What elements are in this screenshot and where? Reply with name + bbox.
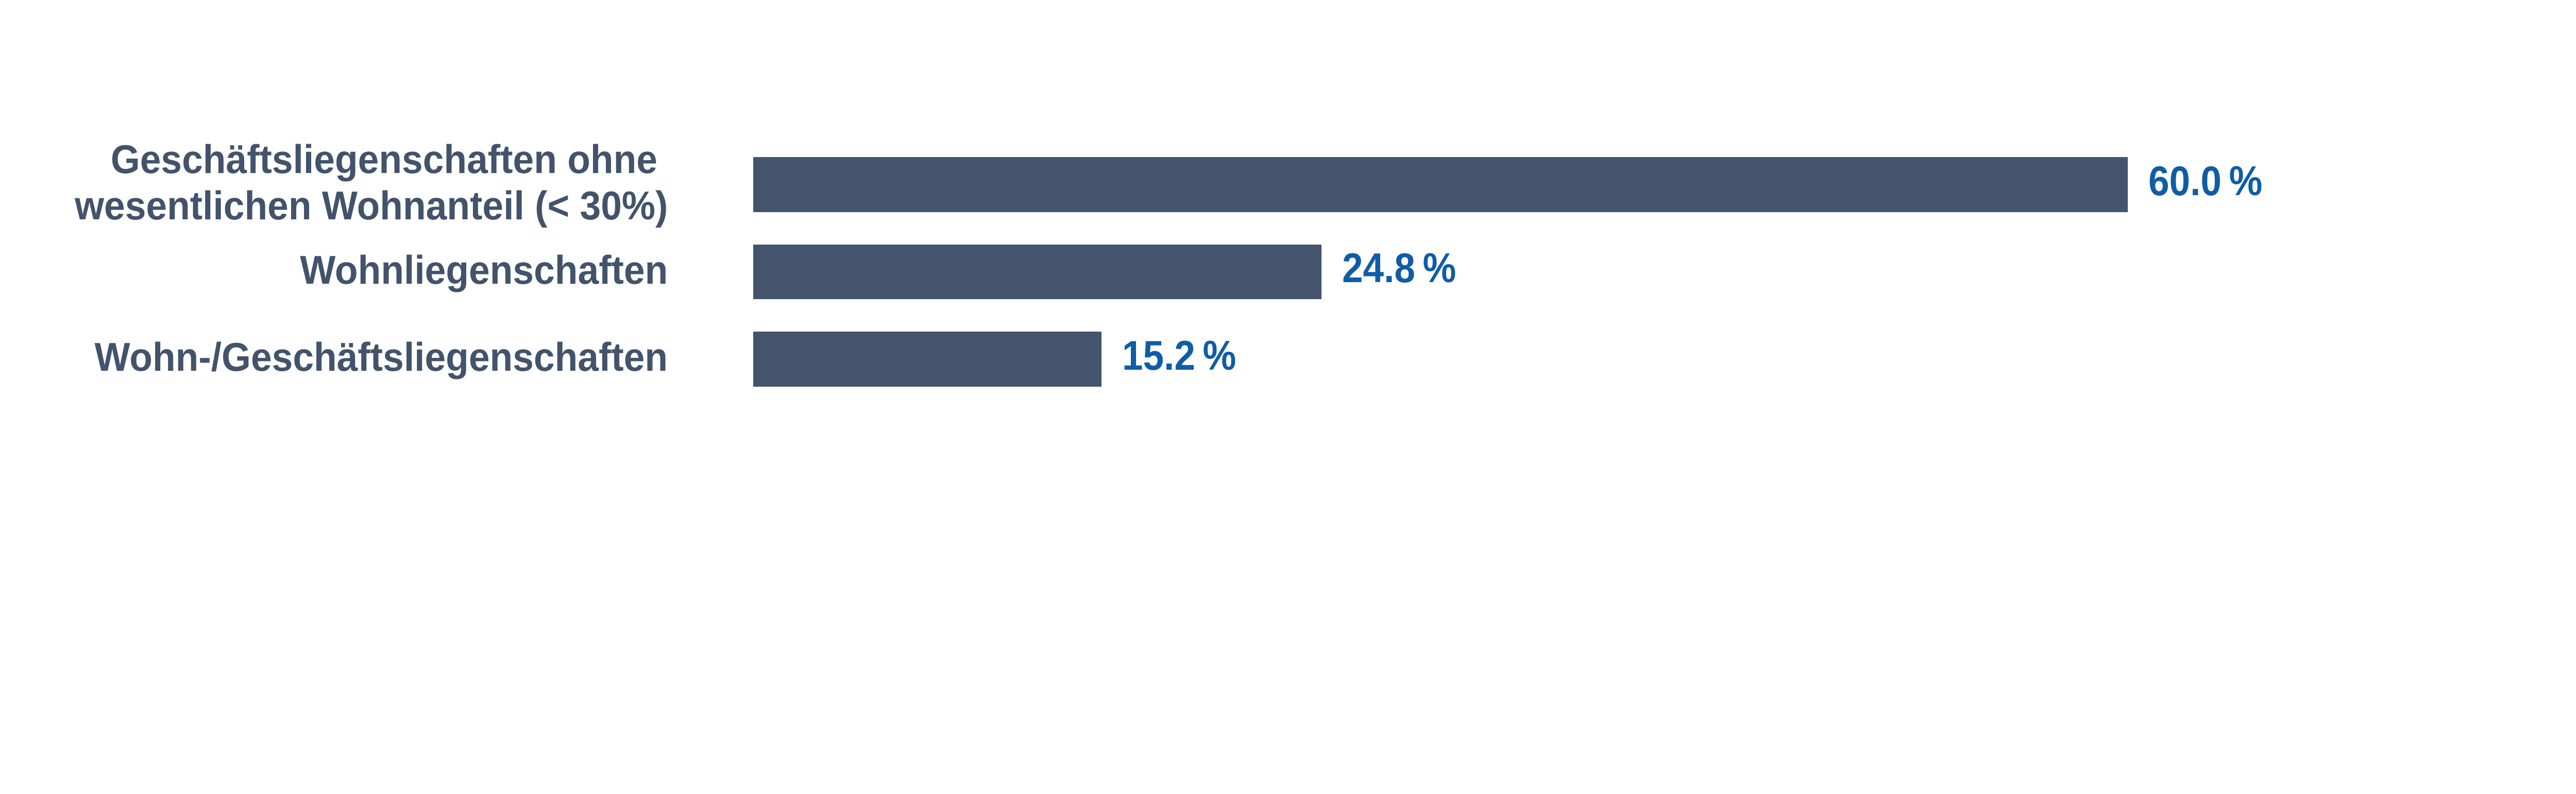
value-label: 60.0 % xyxy=(2148,158,2262,204)
value-label: 15.2 % xyxy=(1122,333,1236,379)
category-label: Wohn-/Geschäftsliegenschaften xyxy=(94,334,668,380)
category-label: Geschäftsliegenschaften ohne wesentliche… xyxy=(74,136,668,228)
value-label: 24.8 % xyxy=(1342,245,1456,292)
bar xyxy=(753,157,2128,212)
bar xyxy=(753,332,1101,387)
category-label: Wohnliegenschaften xyxy=(299,247,668,292)
bar xyxy=(753,244,1321,300)
